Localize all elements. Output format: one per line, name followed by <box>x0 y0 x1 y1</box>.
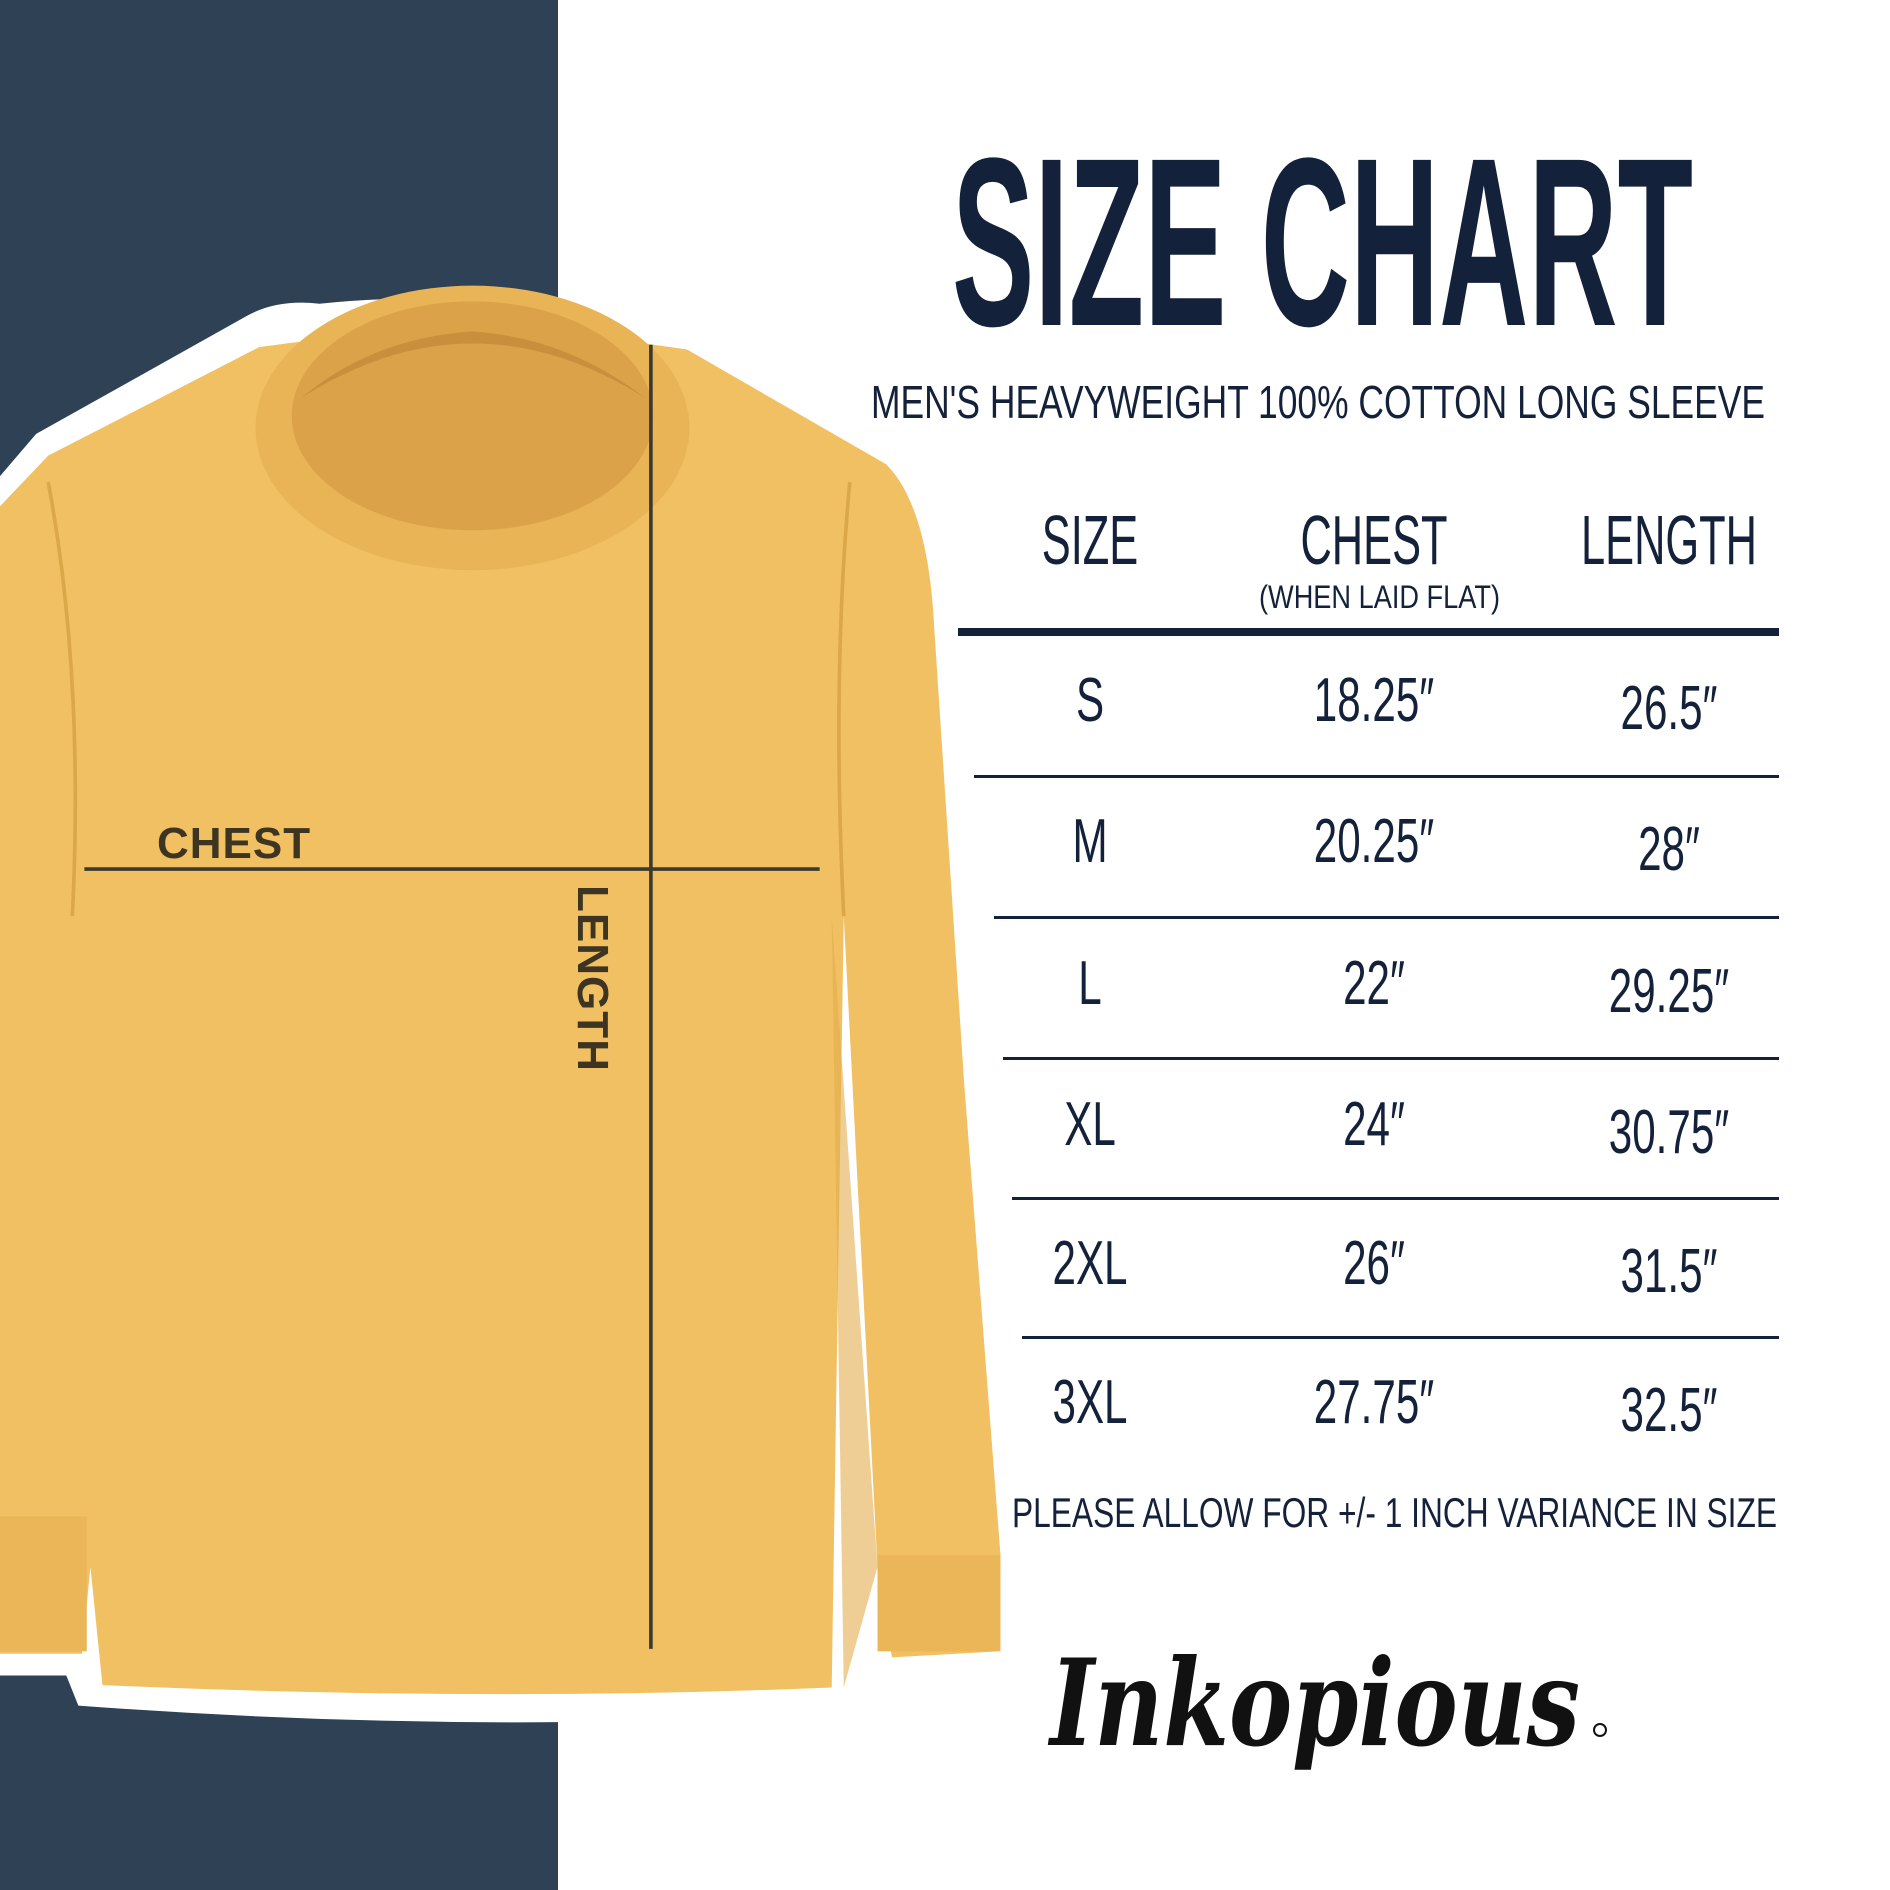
chest-label: CHEST <box>157 819 311 868</box>
shirt-body <box>0 332 1001 1695</box>
column-subheader-chest: (WHEN LAID FLAT) <box>1259 579 1500 615</box>
cell-chest: 22″ <box>1343 949 1405 1018</box>
product-subtitle: MEN'S HEAVYWEIGHT 100% COTTON LONG SLEEV… <box>871 376 1765 428</box>
cell-size: XL <box>1064 1090 1116 1159</box>
cell-length: 29.25″ <box>1609 957 1729 1026</box>
cell-size: M <box>1072 807 1107 876</box>
cell-length: 30.75″ <box>1609 1098 1729 1167</box>
cell-length: 26.5″ <box>1621 674 1718 743</box>
size-table-body: S 18.25″ 26.5″ M 20.25″ 28″ L 22″ 29.25″ XL 24″ 30.… <box>1053 666 1730 1445</box>
column-header-size: SIZE <box>1042 501 1138 579</box>
cell-size: 2XL <box>1053 1229 1128 1298</box>
cell-size: 3XL <box>1053 1368 1128 1437</box>
logo-text: Inkopious <box>1048 1633 1580 1774</box>
row-divider <box>1022 1336 1779 1339</box>
length-label: LENGTH <box>568 885 617 1072</box>
right-cuff <box>877 1554 1001 1652</box>
cell-chest: 24″ <box>1343 1090 1405 1159</box>
variance-note: PLEASE ALLOW FOR +/- 1 INCH VARIANCE IN … <box>1012 1489 1777 1536</box>
cell-chest: 26″ <box>1343 1229 1405 1298</box>
cell-size: L <box>1078 949 1101 1018</box>
left-sleeve-seam <box>46 481 78 917</box>
cell-size: S <box>1076 666 1104 735</box>
shirt-shading <box>831 916 878 1688</box>
column-header-length: LENGTH <box>1581 501 1757 579</box>
row-divider <box>994 916 1779 919</box>
inkopious-logo: Inkopious <box>1048 1633 1607 1774</box>
row-divider <box>1012 1197 1779 1200</box>
cell-length: 28″ <box>1638 815 1700 884</box>
page-title: SIZE CHART <box>952 108 1693 376</box>
sleeve-seam <box>837 481 852 917</box>
column-header-chest: CHEST <box>1300 501 1447 579</box>
cell-chest: 20.25″ <box>1314 807 1434 876</box>
cell-length: 31.5″ <box>1621 1237 1718 1306</box>
header-divider <box>958 628 1779 636</box>
cell-chest: 27.75″ <box>1314 1368 1434 1437</box>
cell-length: 32.5″ <box>1621 1376 1718 1445</box>
row-divider <box>974 775 1779 778</box>
cell-chest: 18.25″ <box>1314 666 1434 735</box>
row-divider <box>1003 1057 1779 1060</box>
registered-mark <box>1593 1723 1607 1737</box>
left-cuff <box>0 1516 87 1652</box>
